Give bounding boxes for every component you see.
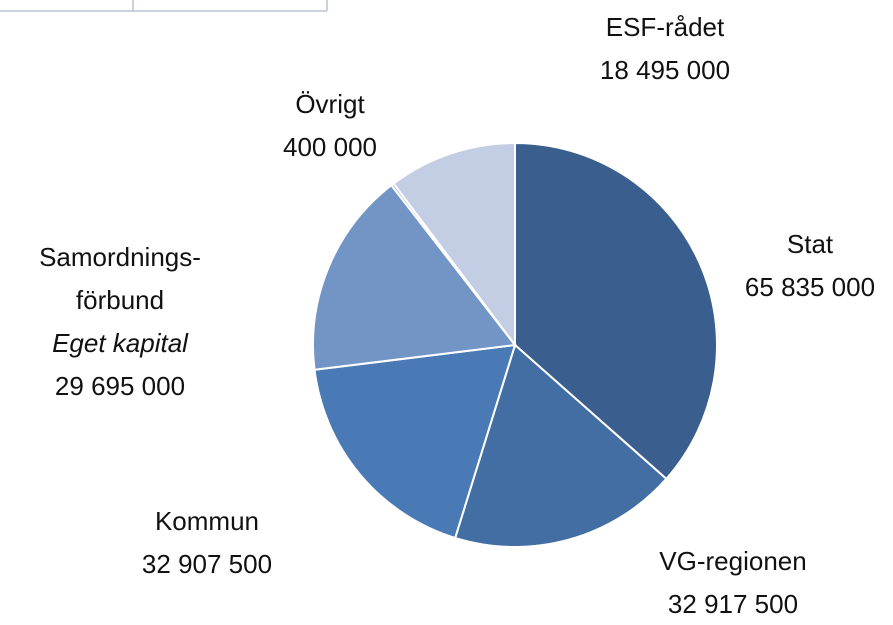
category-label: Övrigt: [295, 89, 365, 119]
slice-label: VG-regionen 32 917 500: [618, 540, 848, 625]
value-label: 65 835 000: [744, 272, 876, 302]
value-label: 400 000: [283, 132, 377, 162]
category-label: Stat: [786, 229, 834, 259]
category-label: ESF-rådet: [605, 12, 725, 42]
slice-label: Kommun 32 907 500: [92, 500, 322, 586]
slice-label: Övrigt 400 000: [215, 83, 445, 169]
value-label: 18 495 000: [599, 55, 731, 85]
pie-slice: [312, 183, 517, 371]
pie-slice: [313, 343, 517, 540]
slice-label: Stat 65 835 000: [695, 223, 893, 309]
pie-slice: [453, 343, 668, 548]
slice-label: ESF-rådet 18 495 000: [550, 6, 780, 92]
annotation: Eget kapital: [52, 328, 188, 358]
pie-slice: [392, 141, 516, 348]
category-label: Samordnings-förbund: [39, 242, 201, 315]
value-label: 32 907 500: [141, 549, 273, 579]
value-label: 32 917 500: [667, 589, 799, 619]
value-label: 29 695 000: [54, 371, 186, 401]
pie-slice: [514, 141, 718, 481]
category-label: Kommun: [154, 506, 260, 536]
slice-label: Samordnings-förbund Eget kapital 29 695 00…: [5, 236, 235, 408]
category-label: VG-regionen: [659, 546, 807, 576]
